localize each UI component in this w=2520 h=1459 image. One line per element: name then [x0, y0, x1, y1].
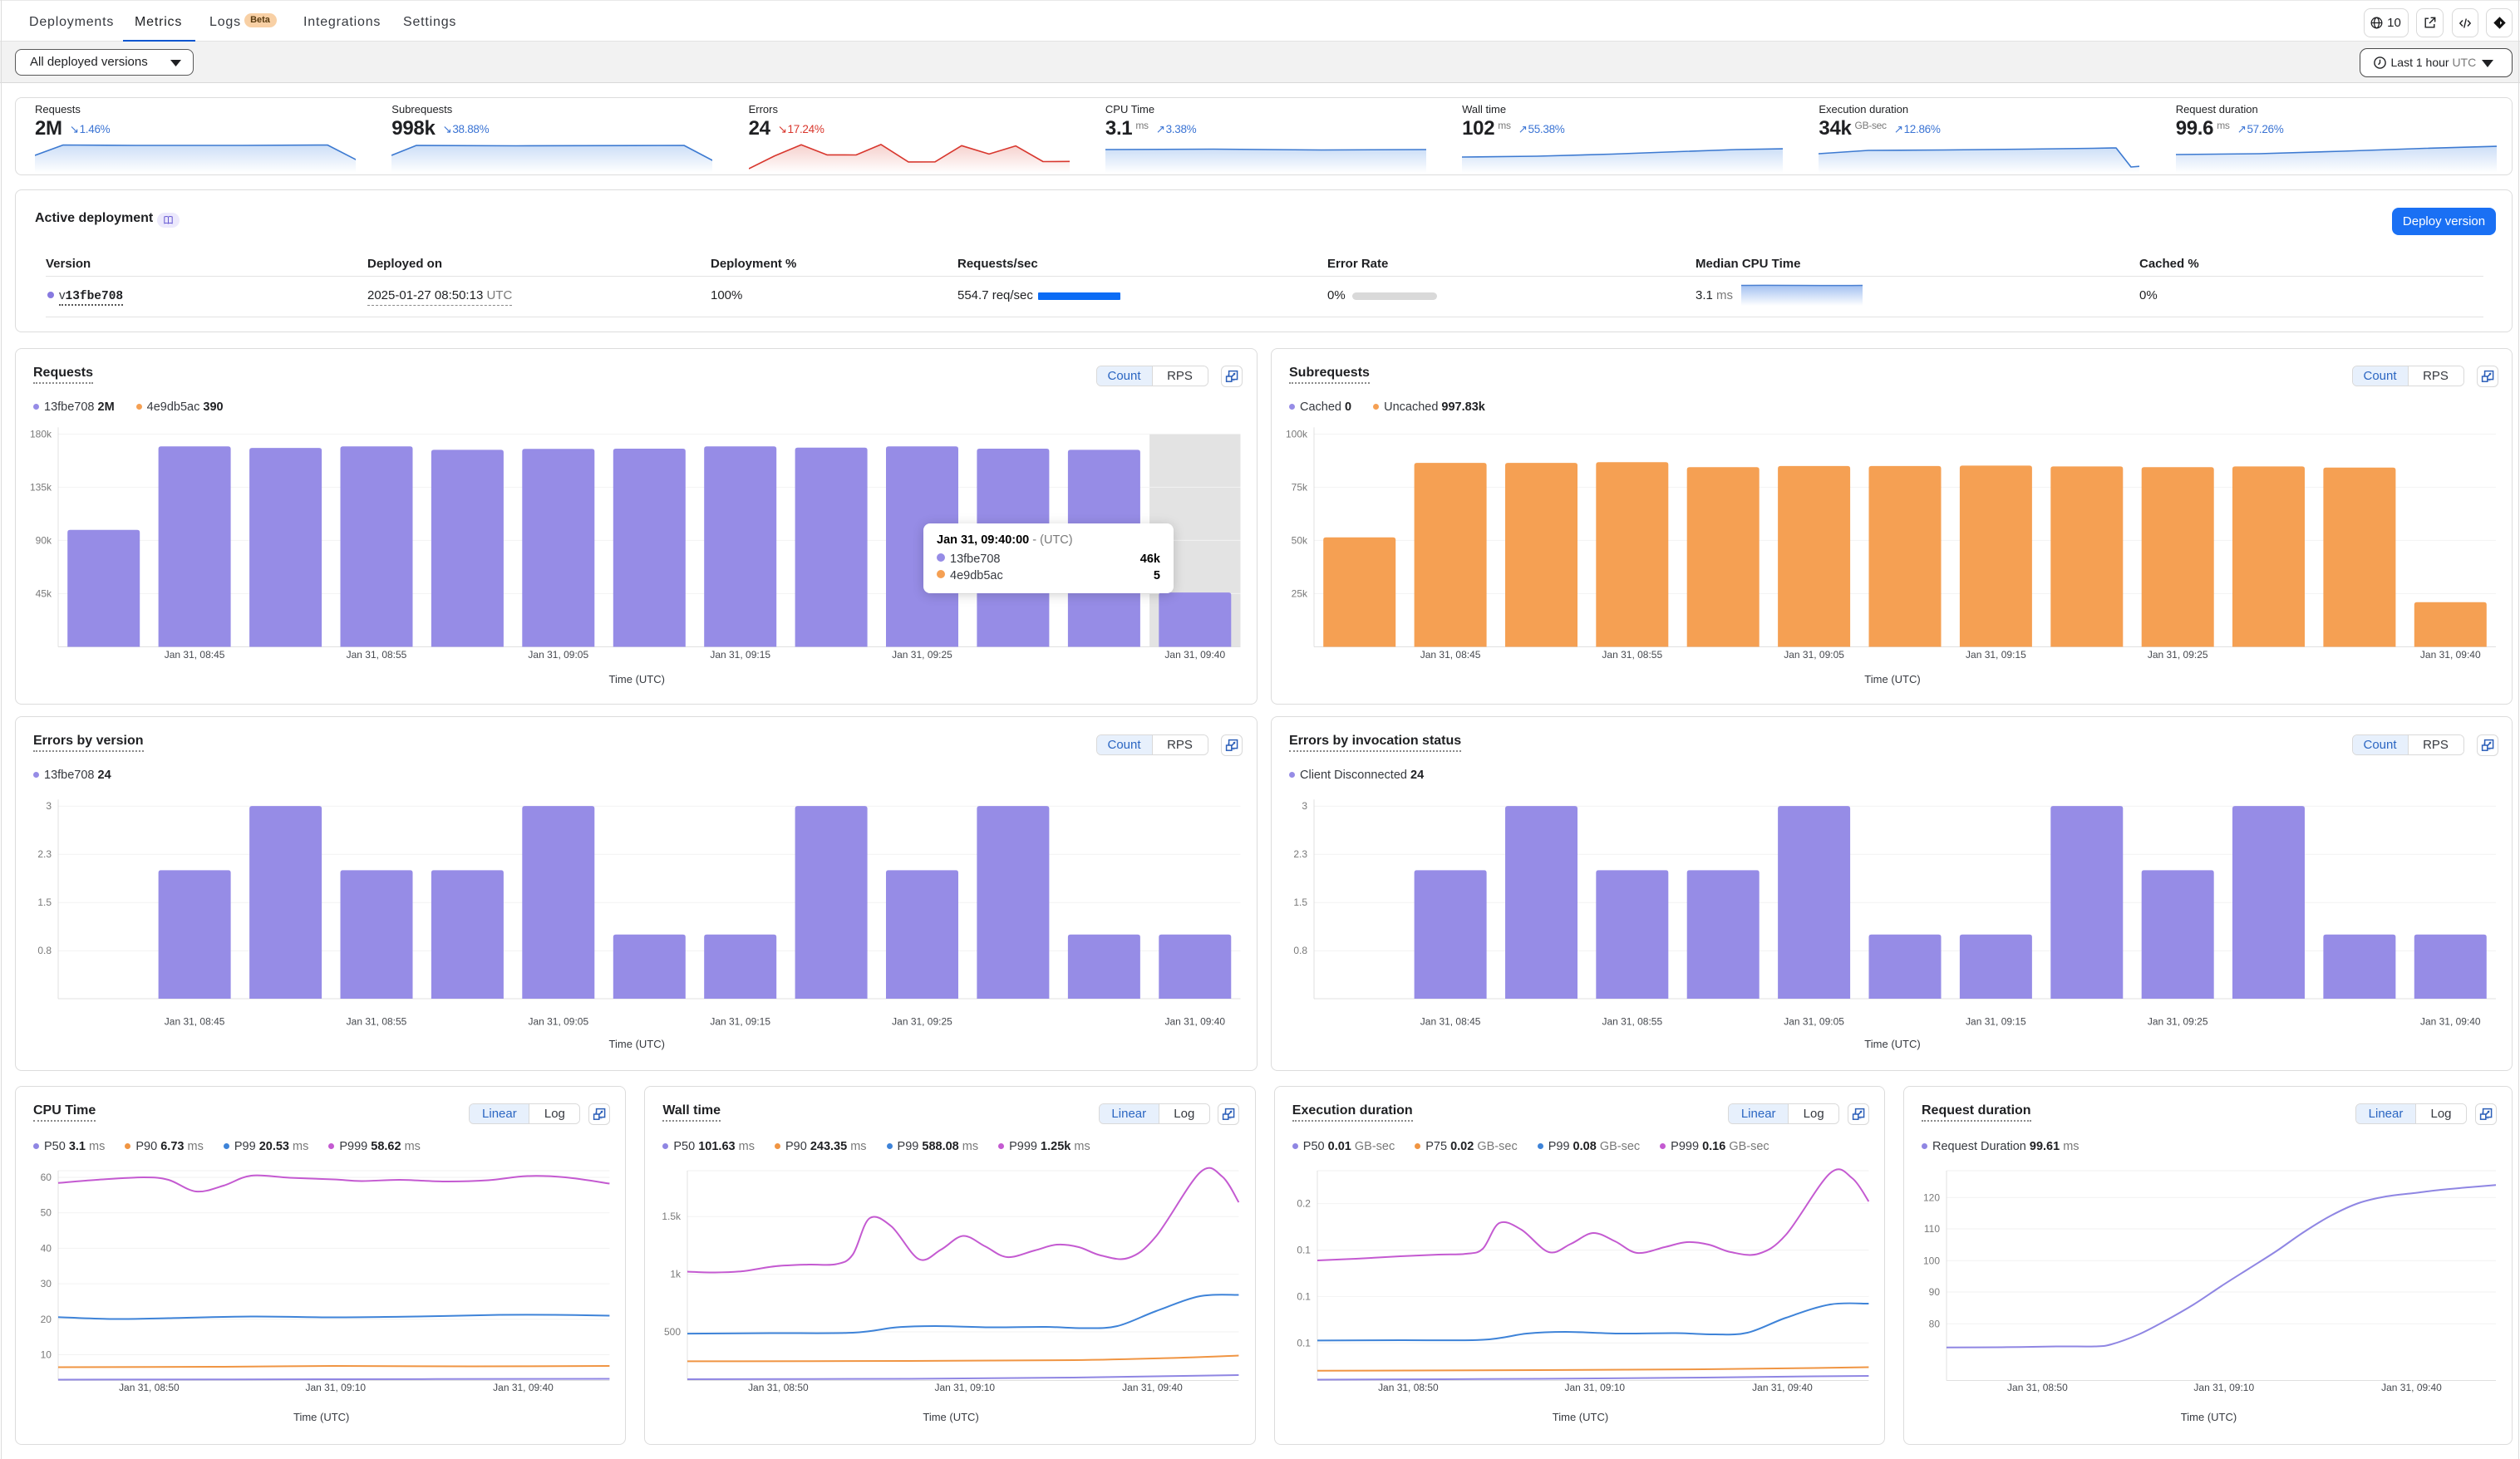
- svg-text:Jan 31, 09:15: Jan 31, 09:15: [710, 649, 770, 661]
- svg-text:110: 110: [1924, 1223, 1940, 1235]
- svg-text:Jan 31, 08:50: Jan 31, 08:50: [1378, 1381, 1439, 1393]
- svg-text:0.2: 0.2: [1297, 1197, 1311, 1209]
- svg-text:Jan 31, 09:05: Jan 31, 09:05: [1784, 1016, 1844, 1028]
- svg-text:Jan 31, 08:55: Jan 31, 08:55: [1602, 649, 1662, 661]
- svg-text:135k: 135k: [30, 481, 52, 493]
- svg-text:1.5: 1.5: [1293, 897, 1307, 908]
- svg-text:500: 500: [664, 1325, 681, 1337]
- svg-text:0.8: 0.8: [37, 945, 52, 956]
- svg-text:Jan 31, 09:25: Jan 31, 09:25: [2148, 649, 2208, 661]
- svg-text:Jan 31, 09:40: Jan 31, 09:40: [2420, 1016, 2481, 1028]
- svg-text:Jan 31, 09:15: Jan 31, 09:15: [1966, 1016, 2026, 1028]
- svg-text:Jan 31, 09:40: Jan 31, 09:40: [2420, 649, 2481, 661]
- svg-text:Jan 31, 08:55: Jan 31, 08:55: [347, 649, 407, 661]
- svg-text:60: 60: [41, 1172, 52, 1183]
- svg-text:90k: 90k: [36, 534, 52, 546]
- svg-text:Jan 31, 08:50: Jan 31, 08:50: [2007, 1382, 2068, 1393]
- svg-text:Jan 31, 09:25: Jan 31, 09:25: [892, 1016, 952, 1028]
- svg-text:Jan 31, 09:10: Jan 31, 09:10: [1564, 1381, 1625, 1393]
- svg-text:3: 3: [1302, 800, 1307, 812]
- svg-text:Jan 31, 09:10: Jan 31, 09:10: [305, 1381, 366, 1393]
- svg-text:Jan 31, 09:15: Jan 31, 09:15: [710, 1016, 770, 1028]
- svg-text:Jan 31, 08:55: Jan 31, 08:55: [347, 1016, 407, 1028]
- svg-text:Jan 31, 09:25: Jan 31, 09:25: [892, 649, 952, 661]
- svg-text:Jan 31, 09:05: Jan 31, 09:05: [528, 1016, 588, 1028]
- svg-text:Jan 31, 09:40: Jan 31, 09:40: [2381, 1382, 2442, 1393]
- svg-text:100k: 100k: [1286, 428, 1308, 440]
- svg-text:Jan 31, 08:45: Jan 31, 08:45: [165, 1016, 225, 1028]
- svg-text:180k: 180k: [30, 428, 52, 440]
- svg-text:Jan 31, 09:40: Jan 31, 09:40: [1123, 1381, 1184, 1393]
- svg-text:1.5k: 1.5k: [662, 1211, 682, 1222]
- svg-text:45k: 45k: [36, 587, 52, 599]
- svg-text:50k: 50k: [1292, 534, 1308, 546]
- svg-text:Jan 31, 08:45: Jan 31, 08:45: [1420, 1016, 1481, 1028]
- svg-text:0.1: 0.1: [1297, 1244, 1311, 1255]
- svg-text:20: 20: [41, 1313, 52, 1324]
- svg-text:100: 100: [1923, 1255, 1940, 1266]
- svg-text:Jan 31, 08:55: Jan 31, 08:55: [1602, 1016, 1662, 1028]
- svg-text:Jan 31, 09:40: Jan 31, 09:40: [1164, 1016, 1225, 1028]
- svg-text:Jan 31, 09:10: Jan 31, 09:10: [935, 1381, 996, 1393]
- svg-text:Jan 31, 08:45: Jan 31, 08:45: [1420, 649, 1481, 661]
- svg-text:1k: 1k: [671, 1268, 682, 1280]
- svg-text:120: 120: [1923, 1191, 1940, 1203]
- svg-text:Jan 31, 09:40: Jan 31, 09:40: [493, 1381, 554, 1393]
- svg-text:1.5: 1.5: [37, 897, 52, 908]
- svg-text:Jan 31, 09:25: Jan 31, 09:25: [2148, 1016, 2208, 1028]
- svg-text:Jan 31, 08:45: Jan 31, 08:45: [165, 649, 225, 661]
- svg-text:Jan 31, 08:50: Jan 31, 08:50: [119, 1381, 180, 1393]
- svg-text:10: 10: [41, 1348, 52, 1360]
- svg-text:80: 80: [1929, 1318, 1941, 1329]
- svg-text:25k: 25k: [1292, 587, 1308, 599]
- svg-text:30: 30: [41, 1278, 52, 1290]
- svg-text:Jan 31, 09:10: Jan 31, 09:10: [2193, 1382, 2254, 1393]
- svg-text:75k: 75k: [1292, 481, 1308, 493]
- svg-text:2.3: 2.3: [1293, 848, 1307, 860]
- svg-text:0.8: 0.8: [1293, 945, 1307, 956]
- svg-text:Jan 31, 09:15: Jan 31, 09:15: [1966, 649, 2026, 661]
- svg-text:2.3: 2.3: [37, 848, 52, 860]
- svg-text:40: 40: [41, 1242, 52, 1254]
- svg-text:0.1: 0.1: [1297, 1290, 1311, 1302]
- svg-text:90: 90: [1929, 1286, 1941, 1298]
- svg-text:Jan 31, 09:05: Jan 31, 09:05: [1784, 649, 1844, 661]
- svg-text:0.1: 0.1: [1297, 1337, 1311, 1348]
- svg-text:Jan 31, 09:05: Jan 31, 09:05: [528, 649, 588, 661]
- svg-text:Jan 31, 09:40: Jan 31, 09:40: [1164, 649, 1225, 661]
- svg-text:Jan 31, 08:50: Jan 31, 08:50: [748, 1381, 809, 1393]
- svg-text:3: 3: [46, 800, 52, 812]
- svg-text:Jan 31, 09:40: Jan 31, 09:40: [1752, 1381, 1813, 1393]
- svg-text:50: 50: [41, 1206, 52, 1218]
